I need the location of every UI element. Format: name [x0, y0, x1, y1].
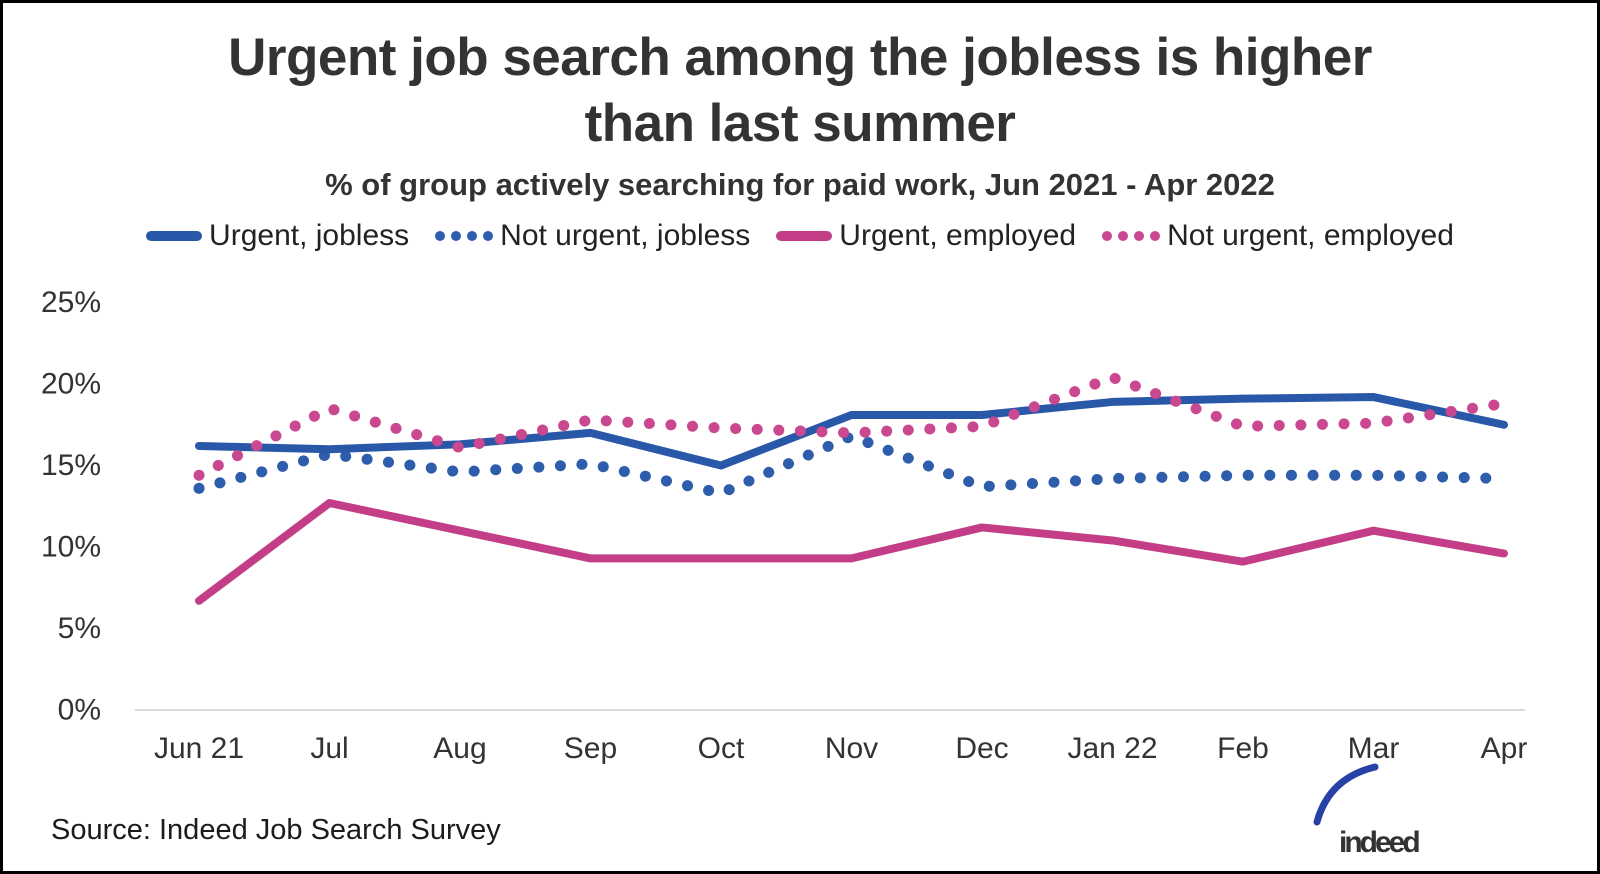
line-chart: 0% 5% 10% 15% 20% 25% Jun 21 Jul Aug Sep Oct Nov Dec… [41, 286, 1528, 765]
x-tick-label: Jan 22 [1067, 732, 1157, 765]
x-tick-label: Jun 21 [154, 732, 244, 765]
series-line-not-urgent-employed [193, 371, 1510, 481]
title-line-2: than last summer [584, 94, 1016, 153]
y-tick-label: 25% [41, 286, 101, 319]
logo-wordmark: indeed [1339, 826, 1419, 859]
y-tick-label: 5% [58, 612, 101, 645]
x-tick-label: Aug [433, 732, 486, 765]
page-title: Urgent job search among the jobless is h… [3, 25, 1597, 157]
legend-swatch-solid-blue-icon [146, 231, 203, 241]
legend-item-urgent-jobless: Urgent, jobless [146, 219, 409, 253]
legend-item-not-urgent-jobless: Not urgent, jobless [435, 219, 750, 253]
legend-item-not-urgent-employed: Not urgent, employed [1102, 219, 1454, 253]
x-tick-label: Sep [564, 732, 617, 765]
logo-swoosh-icon [1313, 763, 1379, 826]
x-tick-label: Apr [1481, 732, 1528, 765]
y-tick-label: 20% [41, 368, 101, 401]
x-tick-label: Mar [1348, 732, 1400, 765]
series-line-urgent-jobless [195, 393, 1508, 470]
chart-area: 0% 5% 10% 15% 20% 25% Jun 21 Jul Aug Sep Oct Nov Dec… [3, 271, 1597, 785]
indeed-logo: indeed [1309, 752, 1581, 869]
chart-subtitle: % of group actively searching for paid w… [325, 167, 1275, 202]
chart-legend: Urgent, jobless Not urgent, jobless Urge… [3, 219, 1597, 253]
legend-swatch-dotted-blue-icon [435, 231, 494, 241]
x-tick-label: Oct [698, 732, 745, 765]
legend-label: Urgent, employed [839, 219, 1077, 252]
legend-swatch-dotted-pink-icon [1102, 231, 1161, 241]
x-tick-label: Dec [955, 732, 1008, 765]
source-note: Source: Indeed Job Search Survey [51, 814, 501, 846]
x-tick-label: Nov [825, 732, 878, 765]
legend-label: Not urgent, jobless [500, 219, 751, 252]
y-tick-label: 0% [58, 694, 101, 727]
x-tick-label: Jul [310, 732, 348, 765]
y-tick-label: 15% [41, 449, 101, 482]
legend-swatch-solid-pink-icon [776, 231, 833, 241]
legend-item-urgent-employed: Urgent, employed [776, 219, 1076, 253]
y-tick-label: 10% [41, 531, 101, 564]
series-line-not-urgent-jobless [193, 430, 1510, 499]
legend-label: Not urgent, employed [1167, 219, 1454, 252]
legend-label: Urgent, jobless [209, 219, 410, 252]
series-line-urgent-employed [195, 498, 1508, 605]
x-tick-label: Feb [1217, 732, 1269, 765]
title-line-1: Urgent job search among the jobless is h… [228, 28, 1372, 87]
indeed-logo-graphic: indeed [1313, 763, 1422, 859]
